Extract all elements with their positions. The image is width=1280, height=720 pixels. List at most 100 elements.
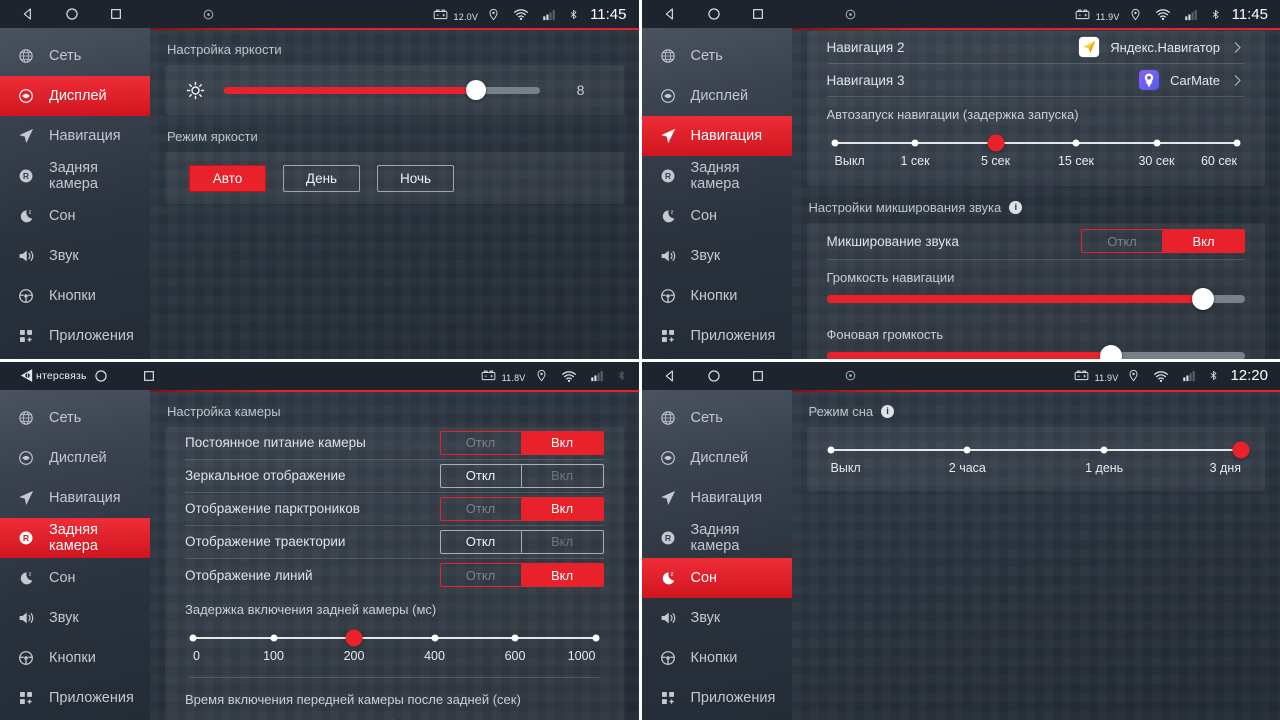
slider-knob[interactable] xyxy=(466,80,487,100)
slider-knob[interactable] xyxy=(345,629,363,646)
bg-volume-slider[interactable] xyxy=(826,345,1245,359)
slider-stop[interactable] xyxy=(831,139,838,147)
mirror-toggle[interactable]: Откл Вкл xyxy=(439,463,604,488)
sidebar-item-display[interactable]: Дисплей xyxy=(0,438,150,478)
sidebar-item-apps[interactable]: Приложения xyxy=(642,678,792,718)
mode-day-button[interactable]: День xyxy=(283,164,360,192)
sidebar-item-sound[interactable]: Звук xyxy=(0,598,150,638)
mode-auto-button[interactable]: Авто xyxy=(189,164,266,192)
sidebar-item-sleep[interactable]: z Сон xyxy=(642,196,792,236)
slider-knob[interactable] xyxy=(1192,288,1215,310)
info-icon[interactable]: i xyxy=(1009,201,1023,214)
front-camera-time-slider[interactable]: Выкл10152060 xyxy=(189,717,600,720)
slider-stop[interactable] xyxy=(511,634,519,641)
toggle-on[interactable]: Вкл xyxy=(521,431,603,454)
nav-volume-label: Громкость навигации xyxy=(826,270,955,285)
recents-icon[interactable] xyxy=(141,368,157,384)
nav-volume-slider[interactable] xyxy=(826,288,1245,310)
nav-app-row-3[interactable]: Навигация 3 CarMate xyxy=(826,64,1245,97)
toggle-on[interactable]: Вкл xyxy=(1163,230,1244,252)
sidebar-item-apps[interactable]: Приложения xyxy=(0,678,150,718)
back-icon[interactable] xyxy=(20,6,36,22)
home-icon[interactable] xyxy=(93,368,109,384)
toggle-on[interactable]: Вкл xyxy=(550,534,574,549)
home-icon[interactable] xyxy=(64,6,80,22)
slider-stop[interactable] xyxy=(911,139,919,147)
recents-icon[interactable] xyxy=(108,6,124,22)
camera-power-toggle[interactable]: Откл Вкл xyxy=(439,430,604,455)
slider-stop[interactable] xyxy=(592,634,599,641)
sidebar-item-display[interactable]: Дисплей xyxy=(642,76,792,116)
home-icon[interactable] xyxy=(706,6,722,22)
sidebar-item-rear-camera[interactable]: R Задняя камера xyxy=(0,517,150,558)
app-status-icon xyxy=(844,369,857,382)
slider-stop[interactable] xyxy=(1072,139,1080,147)
voltage-readout: 11.8V xyxy=(501,373,526,383)
toggle-on[interactable]: Вкл xyxy=(550,468,574,483)
slider-knob[interactable] xyxy=(987,134,1004,152)
sidebar-item-sleep[interactable]: z Сон xyxy=(0,558,150,598)
trajectory-toggle[interactable]: Откл Вкл xyxy=(439,529,604,554)
slider-stop[interactable] xyxy=(827,446,834,453)
slider-knob[interactable] xyxy=(1232,441,1250,458)
sidebar-item-network[interactable]: Сеть xyxy=(642,36,792,76)
toggle-off[interactable]: Откл xyxy=(441,530,522,553)
home-icon[interactable] xyxy=(706,368,722,384)
sidebar-item-sound[interactable]: Звук xyxy=(642,236,792,276)
sidebar-item-display[interactable]: Дисплей xyxy=(0,76,150,116)
sidebar-item-rear-camera[interactable]: R Задняя камера xyxy=(0,156,150,196)
sidebar-item-rear-camera[interactable]: R Задняя камера xyxy=(642,518,792,558)
slider-stop[interactable] xyxy=(189,634,197,641)
autostart-delay-slider[interactable]: Выкл 1 сек 5 сек 15 сек 30 сек 60 сек xyxy=(831,132,1242,178)
back-icon[interactable] xyxy=(662,368,678,384)
toggle-off[interactable]: Откл xyxy=(441,497,522,520)
sidebar-item-apps[interactable]: Приложения xyxy=(642,316,792,356)
sidebar-item-sound[interactable]: Звук xyxy=(0,236,150,276)
toggle-on[interactable]: Вкл xyxy=(521,564,603,586)
lines-toggle[interactable]: Откл Вкл xyxy=(439,563,604,587)
sidebar-item-display[interactable]: Дисплей xyxy=(642,438,792,478)
intersvyaz-logo: нтерсвязь xyxy=(18,367,87,384)
slider-stop[interactable] xyxy=(963,446,971,453)
sidebar-item-network[interactable]: Сеть xyxy=(0,398,150,438)
toggle-off[interactable]: Откл xyxy=(441,564,522,586)
slider-stop[interactable] xyxy=(1100,446,1108,453)
toggle-on[interactable]: Вкл xyxy=(521,497,603,520)
sidebar-item-navigation[interactable]: Навигация xyxy=(0,116,150,156)
sidebar-item-rear-camera[interactable]: R Задняя камера xyxy=(642,156,792,196)
sidebar-item-sleep[interactable]: z Сон xyxy=(0,196,150,236)
autostart-label: Автозапуск навигации (задержка запуска) xyxy=(826,107,1079,122)
slider-stop[interactable] xyxy=(1233,139,1241,147)
recents-icon[interactable] xyxy=(750,368,766,384)
sidebar-item-navigation[interactable]: Навигация xyxy=(0,478,150,518)
sidebar-item-navigation[interactable]: Навигация xyxy=(642,478,792,518)
info-icon[interactable]: i xyxy=(881,404,895,418)
sidebar-item-navigation[interactable]: Навигация xyxy=(641,116,792,156)
slider-stop[interactable] xyxy=(270,634,277,641)
sidebar-item-sound[interactable]: Звук xyxy=(642,598,792,638)
parktronic-toggle[interactable]: Откл Вкл xyxy=(439,496,604,521)
slider-knob[interactable] xyxy=(1100,345,1123,359)
sidebar-item-network[interactable]: Сеть xyxy=(0,36,150,76)
rear-camera-delay-slider[interactable]: 0 100 200 400 600 1000 xyxy=(189,627,600,678)
brightness-slider[interactable] xyxy=(224,80,540,100)
sleep-icon: z xyxy=(659,569,677,587)
toggle-off[interactable]: Откл xyxy=(441,431,522,454)
recents-icon[interactable] xyxy=(750,6,766,22)
slider-stop[interactable] xyxy=(1153,139,1160,147)
sidebar-item-apps[interactable]: Приложения xyxy=(0,316,150,356)
back-icon[interactable] xyxy=(662,6,678,22)
sidebar-item-buttons[interactable]: Кнопки xyxy=(0,638,150,678)
sleep-mode-slider[interactable]: Выкл 2 часа 1 день 3 дня xyxy=(827,439,1250,485)
sidebar-item-sleep[interactable]: z Сон xyxy=(641,557,792,598)
sidebar-item-buttons[interactable]: Кнопки xyxy=(642,276,792,316)
nav-app-row-2[interactable]: Навигация 2 Яндекс.Навигатор xyxy=(826,31,1245,64)
toggle-off[interactable]: Откл xyxy=(441,464,522,487)
sidebar-item-buttons[interactable]: Кнопки xyxy=(642,638,792,678)
mixing-toggle[interactable]: Откл Вкл xyxy=(1081,229,1245,253)
sidebar-item-network[interactable]: Сеть xyxy=(642,398,792,438)
toggle-off[interactable]: Откл xyxy=(1082,230,1163,252)
mode-night-button[interactable]: Ночь xyxy=(377,164,454,192)
sidebar-item-buttons[interactable]: Кнопки xyxy=(0,276,150,316)
slider-stop[interactable] xyxy=(431,634,438,641)
